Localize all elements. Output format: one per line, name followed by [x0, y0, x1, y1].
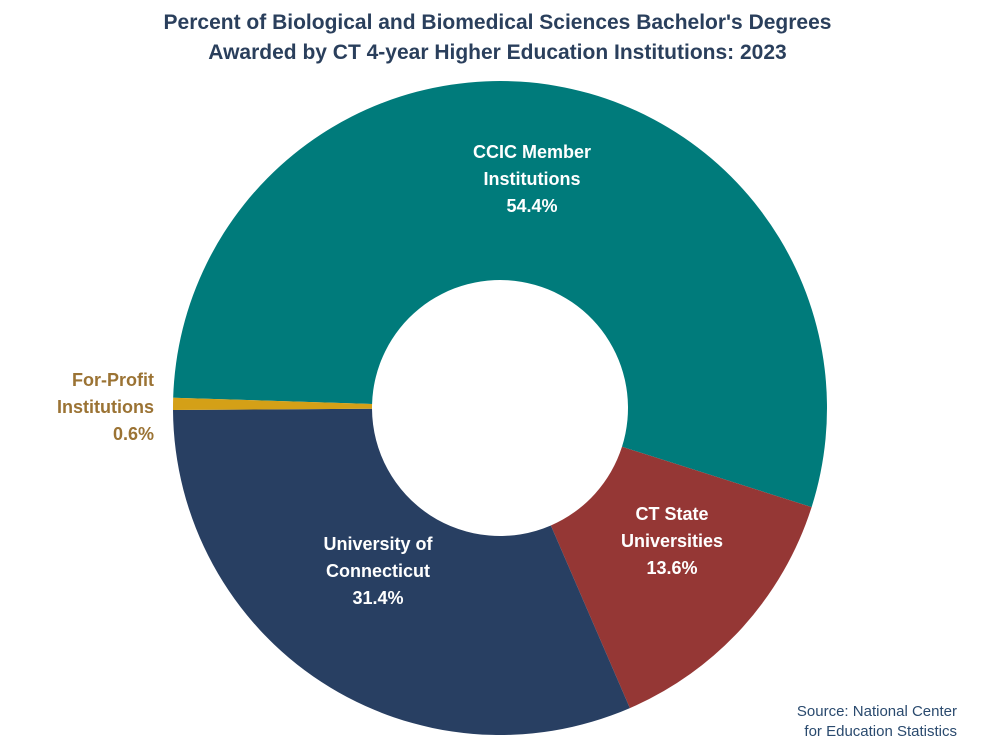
- slice-value-label: 0.6%: [113, 424, 154, 444]
- source-line-1: Source: National Center: [796, 703, 957, 720]
- slice-label-line: CT State: [635, 504, 708, 524]
- source-line-2: for Education Statistics: [804, 723, 957, 740]
- slice-label-1: CT State Universities 13.6%: [621, 504, 723, 578]
- chart-title-line-2: Awarded by CT 4-year Higher Education In…: [208, 41, 787, 64]
- slice-label-0: CCIC Member Institutions 54.4%: [473, 142, 591, 216]
- donut-slice-1: [550, 446, 812, 709]
- chart-title-line-1: Percent of Biological and Biomedical Sci…: [163, 11, 832, 34]
- slice-label-line: Universities: [621, 531, 723, 551]
- chart-title: Percent of Biological and Biomedical Sci…: [0, 8, 995, 68]
- slice-label-line: CCIC Member: [473, 142, 591, 162]
- slice-label-2: University of Connecticut 31.4%: [323, 534, 433, 608]
- source-note: Source: National Center for Education St…: [797, 702, 957, 742]
- slice-label-line: University of: [323, 534, 433, 554]
- slice-label-line: Connecticut: [326, 561, 430, 581]
- slice-label-line: Institutions: [484, 169, 581, 189]
- donut-slice-3: [173, 397, 373, 411]
- donut-slice-0: [173, 81, 827, 508]
- donut-slice-2: [173, 408, 630, 735]
- slice-label-3: For-Profit Institutions 0.6%: [57, 370, 154, 444]
- slice-value-label: 54.4%: [506, 196, 557, 216]
- slice-value-label: 13.6%: [646, 558, 697, 578]
- slice-value-label: 31.4%: [352, 588, 403, 608]
- slice-label-line: Institutions: [57, 397, 154, 417]
- slice-label-line: For-Profit: [72, 370, 154, 390]
